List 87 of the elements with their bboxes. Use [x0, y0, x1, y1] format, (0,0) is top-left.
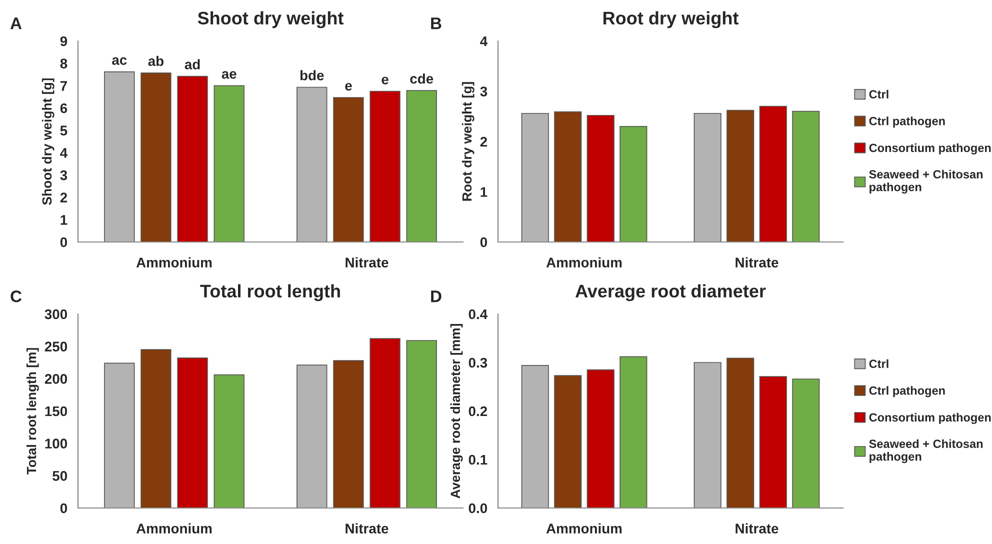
chart-title: Shoot dry weight — [198, 11, 344, 28]
data-label: bde — [300, 70, 324, 80]
bar — [521, 364, 549, 508]
bar — [140, 349, 172, 508]
bar — [333, 97, 364, 242]
x-tick-label: Ammonium — [136, 523, 212, 534]
y-tick-label: 0 — [60, 237, 68, 248]
bar — [759, 376, 787, 508]
y-tick-label: 200 — [44, 374, 68, 384]
text: C — [10, 290, 22, 302]
bar — [296, 86, 328, 242]
bar — [333, 360, 364, 508]
y-tick-label: 5 — [60, 126, 68, 136]
bar — [370, 338, 400, 508]
y-tick-label: 250 — [44, 342, 68, 352]
bar — [554, 375, 582, 508]
bar — [726, 358, 754, 508]
bar — [140, 72, 172, 242]
y-tick-label: 0.3 — [468, 358, 488, 368]
y-tick-label: 9 — [60, 36, 68, 46]
y-tick-label: 0.1 — [468, 454, 488, 465]
bar — [406, 90, 437, 242]
bar — [104, 71, 135, 242]
y-axis-title: Shoot dry weight [g] — [42, 78, 54, 205]
chart-title: Average root diameter — [575, 284, 766, 302]
chart-title: Root dry weight — [604, 11, 738, 28]
legend-label: Consortium pathogen — [869, 412, 991, 424]
text: A — [10, 18, 22, 30]
legend-label: Consortium pathogen — [869, 143, 991, 154]
bar — [406, 340, 437, 508]
text: D — [431, 290, 442, 302]
x-tick-label: Ammonium — [546, 257, 622, 268]
y-tick-label: 3 — [60, 170, 68, 180]
data-label: ae — [222, 71, 236, 79]
y-tick-label: 300 — [44, 309, 68, 320]
y-tick-label: 2 — [60, 192, 68, 202]
y-tick-label: 8 — [60, 58, 68, 69]
bar — [586, 369, 614, 508]
bar — [214, 374, 244, 508]
bar — [214, 85, 244, 242]
y-tick-label: 4 — [60, 148, 68, 158]
y-tick-label: 6 — [60, 103, 68, 114]
bar — [694, 362, 722, 508]
legend-label: Ctrl pathogen — [869, 386, 945, 398]
y-tick-label: 150 — [45, 406, 68, 416]
legend-label: Seaweed + Chitosan pathogen — [869, 170, 983, 194]
x-tick-label: Nitrate — [736, 257, 778, 268]
y-tick-label: 3 — [480, 86, 488, 96]
legend-label: Ctrl — [869, 90, 888, 98]
y-tick-label: 0.2 — [468, 406, 488, 416]
bar — [177, 358, 208, 508]
y-tick-label: 4 — [480, 36, 488, 46]
x-tick-label: Nitrate — [346, 523, 388, 534]
data-label: cde — [410, 73, 434, 84]
y-tick-label: 7 — [60, 81, 67, 91]
data-label: e — [345, 82, 352, 91]
data-label: ac — [112, 57, 127, 65]
legend-label: Ctrl pathogen — [869, 116, 945, 128]
bar — [792, 378, 820, 508]
x-tick-label: Ammonium — [136, 257, 212, 268]
x-tick-label: Ammonium — [546, 523, 622, 534]
y-tick-label: 0.4 — [468, 309, 488, 320]
y-tick-label: 0 — [480, 237, 488, 248]
bar — [177, 76, 208, 242]
bar — [296, 364, 328, 508]
legend-label: Ctrl — [869, 359, 888, 368]
y-axis-title: Root dry weight [g] — [462, 82, 474, 201]
text: B — [431, 18, 442, 30]
y-axis-title: Average root diameter [mm] — [450, 324, 463, 498]
y-tick-label: 1 — [480, 187, 488, 197]
data-label: ad — [184, 59, 200, 70]
bar — [620, 356, 648, 508]
x-tick-label: Nitrate — [736, 523, 778, 534]
y-tick-label: 0.0 — [468, 503, 488, 514]
y-tick-label: 1 — [60, 215, 68, 225]
chart-title: Total root length — [200, 284, 340, 302]
bar — [104, 362, 135, 508]
data-label: ab — [148, 56, 164, 66]
y-axis-title: Total root length [m] — [26, 348, 39, 474]
x-tick-label: Nitrate — [346, 257, 388, 268]
legend-label: Seaweed + Chitosan pathogen — [869, 439, 983, 464]
y-tick-label: 100 — [45, 438, 68, 449]
y-tick-label: 0 — [60, 503, 68, 514]
bar — [370, 90, 400, 242]
data-label: e — [382, 76, 388, 84]
y-tick-label: 50 — [52, 471, 68, 481]
y-tick-label: 2 — [480, 136, 488, 147]
